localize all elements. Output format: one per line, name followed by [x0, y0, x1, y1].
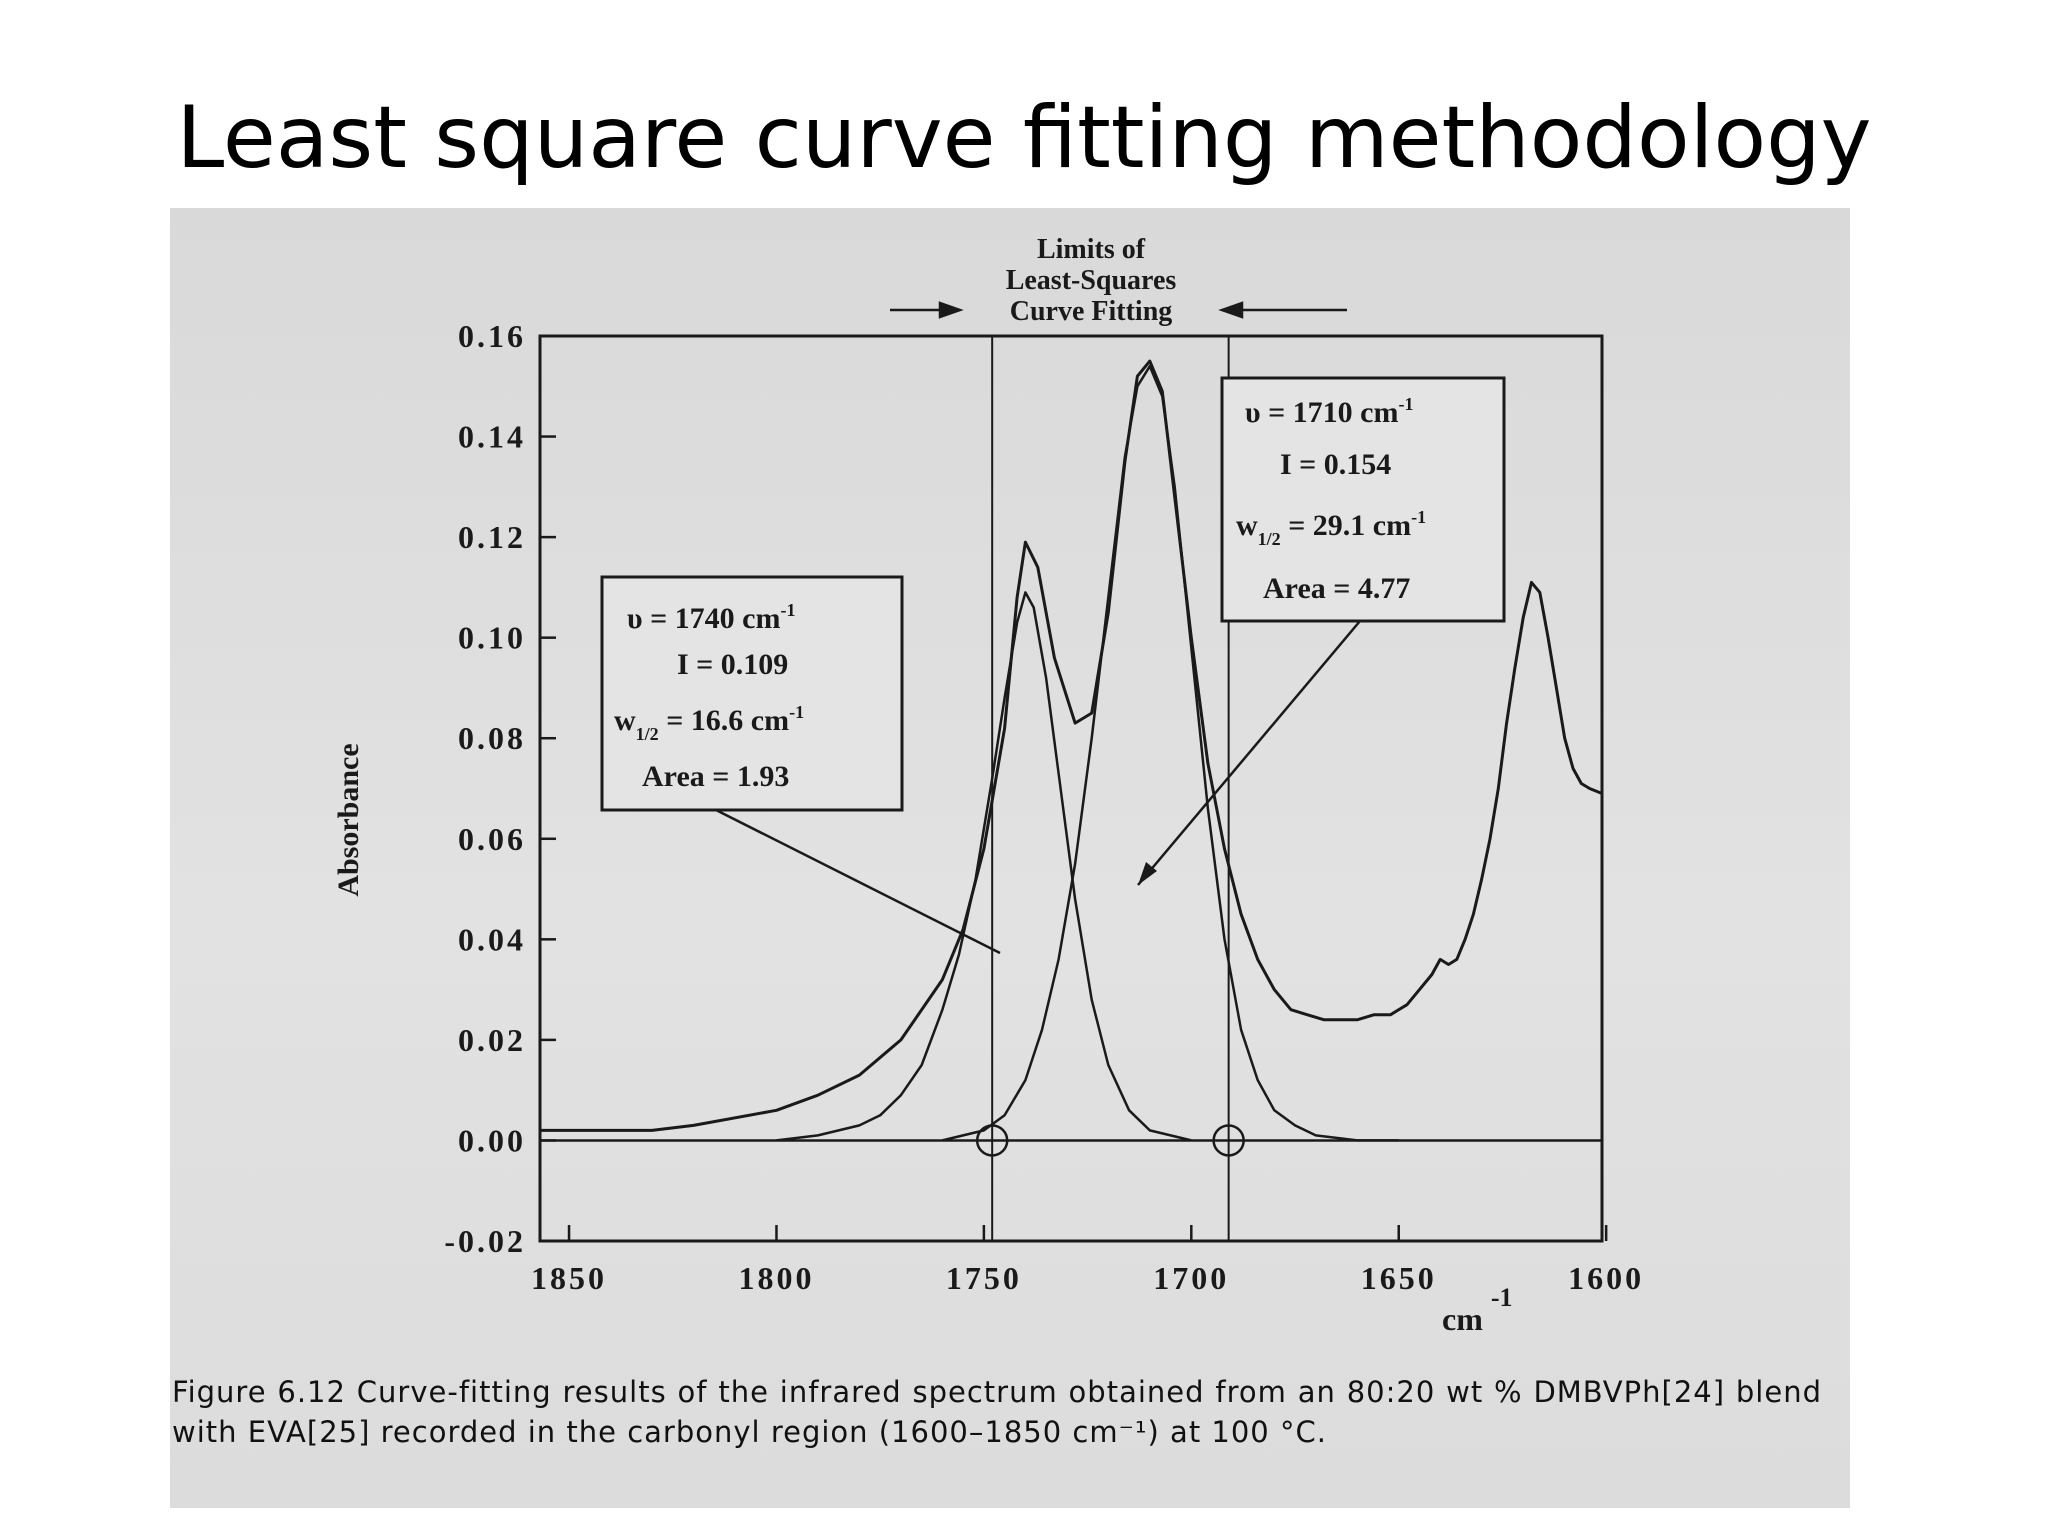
- y-tick-label: 0.00: [458, 1122, 526, 1158]
- x-tick-label: 1850: [531, 1260, 607, 1296]
- x-tick-label: 1650: [1361, 1260, 1437, 1296]
- slide-title: Least square curve fitting methodology: [176, 88, 1872, 188]
- limits-annotation: Limits of Least-Squares Curve Fitting: [1006, 234, 1177, 327]
- band-1740-annotation: υ = 1740 cm-1 I = 0.109 w1/2 = 16.6 cm-1…: [600, 575, 904, 812]
- figure-caption: Figure 6.12 Curve-fitting results of the…: [172, 1375, 1822, 1449]
- axis-tick-labels: 0.16 0.14 0.12 0.10 0.08 0.06 0.04 0.02 0.00 -0.0…: [444, 318, 1644, 1296]
- x-axis-label: cm -1: [1442, 1283, 1513, 1337]
- y-tick-label: 0.08: [458, 720, 526, 756]
- scanned-figure: [170, 208, 1850, 1508]
- y-tick-label: 0.16: [458, 318, 526, 354]
- band-1740-area: Area = 1.93: [642, 760, 789, 793]
- x-tick-label: 1750: [946, 1260, 1022, 1296]
- series-layer: [540, 359, 1603, 1142]
- band-1710-area: Area = 4.77: [1263, 572, 1410, 605]
- band-1710-frequency: υ = 1710 cm-1: [1245, 394, 1413, 429]
- band-1740-pointer: [715, 808, 1001, 955]
- band-1740-box: [600, 575, 904, 812]
- band-1710-intensity: I = 0.154: [1280, 448, 1391, 481]
- limits-line-1: Limits of: [1037, 234, 1146, 265]
- band-1740-intensity: I = 0.109: [677, 648, 788, 681]
- x-axis-unit: cm: [1442, 1301, 1483, 1337]
- limit-lines: [991, 336, 1230, 1241]
- plot-border: [538, 334, 1604, 1243]
- y-tick-label: 0.12: [458, 519, 526, 555]
- x-axis-unit-exponent: -1: [1491, 1283, 1513, 1312]
- y-tick-label: 0.04: [458, 921, 526, 957]
- y-tick-label: 0.14: [458, 419, 526, 455]
- y-tick-label: -0.02: [444, 1223, 526, 1259]
- plot-frame: [538, 334, 1604, 1243]
- band-1710-pointer: [1137, 620, 1361, 886]
- x-tick-label: 1800: [738, 1260, 814, 1296]
- y-axis-label: Absorbance: [332, 743, 365, 896]
- x-tick-label: 1600: [1568, 1260, 1644, 1296]
- axis-ticks: [540, 334, 1608, 1243]
- fitted-band-1710-line: [942, 364, 1399, 1142]
- measured-spectrum-line: [540, 359, 1603, 1132]
- limits-arrows: [890, 301, 1347, 319]
- y-tick-label: 0.06: [458, 821, 526, 857]
- band-1710-pointer-arrowhead: [1138, 862, 1157, 885]
- limits-line-3: Curve Fitting: [1010, 296, 1173, 327]
- fitted-band-1740-line: [776, 591, 1192, 1142]
- limits-line-2: Least-Squares: [1006, 265, 1177, 296]
- crossing-markers: [975, 1124, 1245, 1157]
- band-1710-box: [1220, 376, 1506, 623]
- y-tick-label: 0.02: [458, 1022, 526, 1058]
- band-1740-frequency: υ = 1740 cm-1: [627, 600, 795, 635]
- band-1710-annotation: υ = 1710 cm-1 I = 0.154 w1/2 = 29.1 cm-1…: [1220, 376, 1506, 623]
- x-tick-label: 1700: [1153, 1260, 1229, 1296]
- y-tick-label: 0.10: [458, 620, 526, 656]
- band-1740-halfwidth: w1/2 = 16.6 cm-1: [614, 702, 804, 744]
- band-1710-halfwidth: w1/2 = 29.1 cm-1: [1236, 507, 1426, 549]
